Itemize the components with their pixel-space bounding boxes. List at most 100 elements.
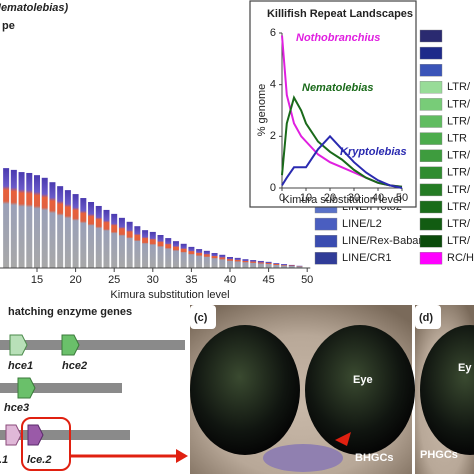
- legend-label: LINE/Rex-Babar: [342, 235, 422, 247]
- legend-label: LTR/: [447, 184, 471, 196]
- bar: [80, 198, 87, 268]
- gene-label: .1: [0, 454, 8, 466]
- bar: [41, 177, 48, 268]
- highlight-box: [21, 417, 71, 471]
- panel-badge: [415, 305, 441, 329]
- x-tick-label: 30: [348, 192, 360, 204]
- bar: [111, 213, 118, 268]
- legend-swatch: [314, 252, 338, 265]
- x-tick-label: 45: [262, 274, 274, 286]
- eye: [190, 325, 300, 455]
- legend-label: RC/H: [447, 252, 474, 264]
- photo-d: (d) Ey PHGCs: [415, 305, 474, 474]
- legend-label: LTR/: [447, 218, 471, 230]
- bar: [242, 259, 249, 268]
- bar: [34, 175, 40, 268]
- x-tick-label: 0: [279, 192, 285, 204]
- bar: [72, 194, 79, 268]
- bar: [149, 231, 156, 268]
- legend-swatch: [419, 217, 443, 231]
- bar: [49, 182, 56, 268]
- legend-swatch: [419, 132, 443, 145]
- main-chart: 15 20 25 30 35 40 45 50 Kimura substitution leve…: [0, 168, 313, 301]
- gene-arrow: [27, 424, 44, 446]
- genes-panel: hatching enzyme genes hce1 hce2 hce3 .1 …: [0, 306, 188, 471]
- gene-label: hce3: [4, 402, 29, 414]
- legend-label: LINE/CR1: [342, 252, 392, 264]
- panel-badge: [190, 305, 216, 329]
- x-tick-label: 40: [372, 192, 384, 204]
- bar: [26, 172, 33, 268]
- bar: [227, 257, 233, 268]
- bar: [265, 261, 272, 268]
- bar: [157, 235, 164, 268]
- bar: [64, 190, 71, 268]
- bar: [281, 264, 288, 268]
- bar: [57, 186, 64, 268]
- eye: [305, 325, 415, 455]
- legend-label: LTR/: [447, 235, 471, 247]
- pointer: [335, 432, 351, 446]
- legend-swatch: [419, 166, 443, 180]
- legend-swatch: [419, 46, 443, 60]
- gene-label: hce2: [62, 360, 87, 372]
- x-tick-label: 20: [69, 274, 81, 286]
- bar: [257, 260, 264, 268]
- genes-title: hatching enzyme genes: [8, 306, 132, 318]
- bar: [203, 250, 210, 268]
- x-tick-label: 10: [300, 192, 312, 204]
- gene-arrow: [9, 334, 28, 356]
- series-label: Kryptolebias: [340, 146, 407, 158]
- gene-scaffold: [0, 340, 185, 350]
- series-label: Nematolebias: [302, 82, 374, 94]
- inset-frame: [249, 0, 417, 208]
- bar: [10, 169, 17, 268]
- bar: [165, 238, 172, 268]
- y-tick-label: 2: [270, 130, 276, 142]
- inset-title: Killifish Repeat Landscapes: [267, 8, 413, 20]
- line: [281, 94, 403, 188]
- bar: [250, 260, 257, 268]
- bar: [288, 264, 295, 268]
- x-tick-label: 30: [147, 274, 159, 286]
- inset-chart: Killifish Repeat Landscapes % genome Kim…: [249, 0, 417, 208]
- bar: [188, 246, 195, 268]
- bar: [273, 263, 280, 268]
- bar: [95, 205, 102, 268]
- bar: [211, 253, 218, 268]
- x-tick-label: 35: [185, 274, 197, 286]
- x-tick-label: 40: [224, 274, 236, 286]
- legend-label: LTR/: [447, 201, 471, 213]
- bar: [172, 241, 179, 268]
- legend-swatch: [419, 115, 443, 128]
- series-label: Nothobranchius: [296, 32, 380, 44]
- y-tick-label: 0: [270, 182, 276, 194]
- legend-label: LINE/L2: [342, 218, 382, 230]
- gene-label: hce1: [8, 360, 33, 372]
- hatching-gland: [263, 444, 343, 472]
- bar: [196, 249, 203, 268]
- legend-swatch: [419, 29, 443, 43]
- eye-label: Ey: [458, 362, 472, 374]
- bar: [234, 257, 241, 268]
- gene-label: lce.2: [27, 454, 51, 466]
- legend-label: LTR: [447, 133, 467, 145]
- gene-arrow: [61, 334, 80, 356]
- inset-x-label: Kimura substitution level: [282, 194, 401, 206]
- x-tick-label: 25: [108, 274, 120, 286]
- bar: [296, 265, 303, 268]
- eye-label: Eye: [353, 374, 373, 386]
- x-axis-label: Kimura substitution level: [110, 289, 229, 301]
- legend-swatch: [419, 252, 443, 265]
- y-tick-label: 6: [270, 27, 276, 39]
- bar: [88, 202, 95, 268]
- legend-label: LTR/: [447, 167, 471, 179]
- legend-swatch: [314, 234, 338, 248]
- bar: [180, 243, 187, 268]
- legend-swatch: [419, 183, 443, 197]
- gene-scaffold: [0, 383, 122, 393]
- bar: [118, 217, 125, 268]
- gene-arrow: [17, 377, 36, 399]
- bar: [134, 226, 141, 268]
